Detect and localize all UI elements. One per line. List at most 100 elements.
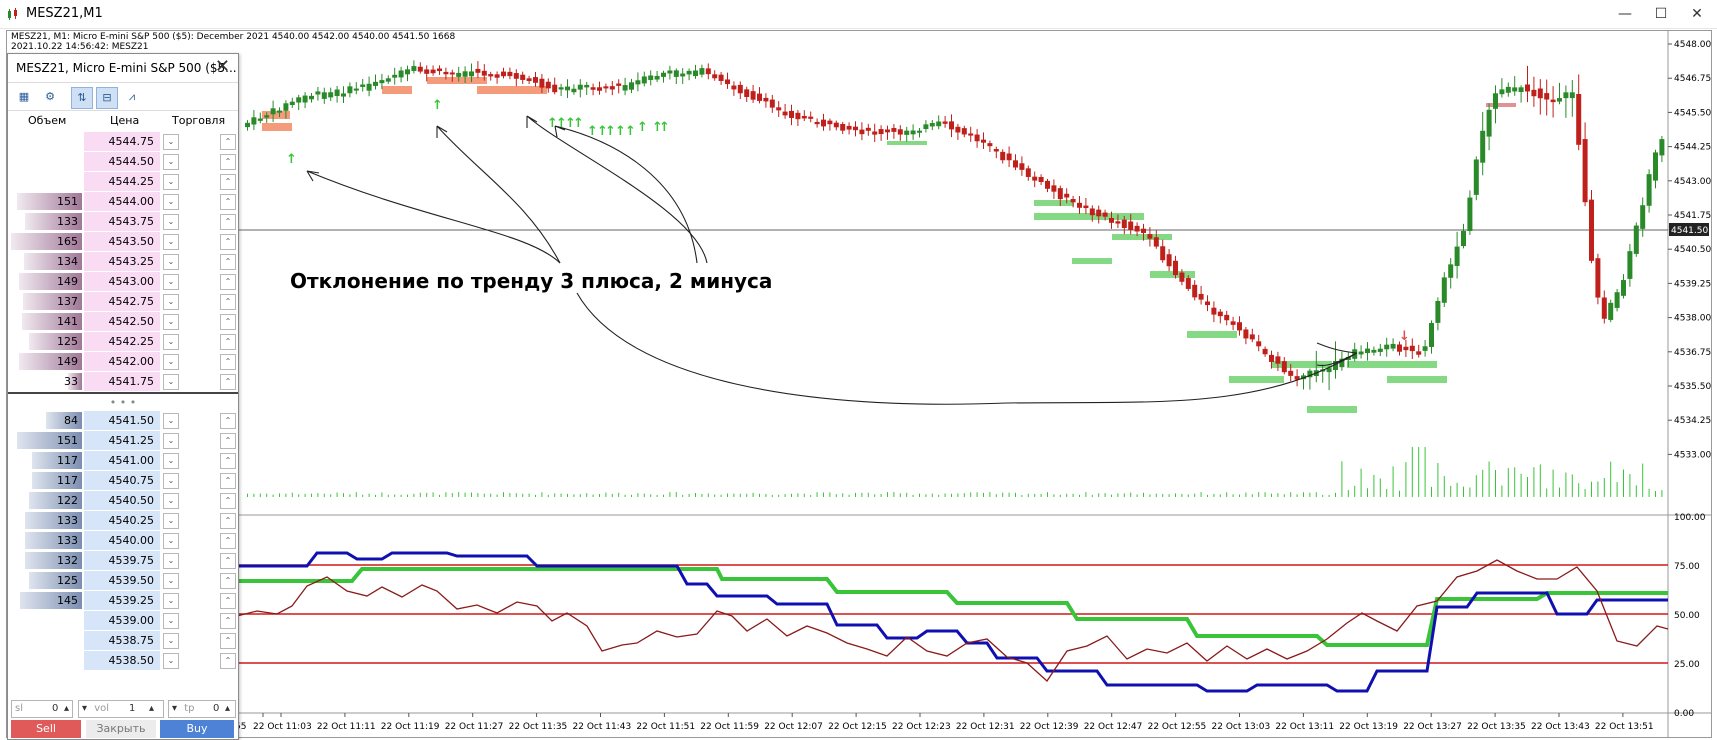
chart-area[interactable]: MESZ21, M1: Micro E-mini S&P 500 ($5): D…	[6, 30, 1712, 738]
dom-row[interactable]: 133 4540.25 ⌄ ⌃	[8, 511, 238, 531]
chevron-up-icon[interactable]: ⌃	[220, 354, 236, 370]
fixed-layout-icon[interactable]: ⊟	[96, 87, 118, 109]
sl-field[interactable]: sl 0 ▴	[11, 700, 73, 718]
chevron-down-icon[interactable]: ⌄	[163, 234, 179, 250]
chevron-down-icon[interactable]: ⌄	[163, 154, 179, 170]
price-chart[interactable]: 4541.50 4548.00 4546.75 4545.50 4544.25 4543…	[7, 31, 1711, 737]
chevron-up-icon[interactable]: ⌃	[220, 573, 236, 589]
dom-row[interactable]: 117 4541.00 ⌄ ⌃	[8, 451, 238, 471]
chevron-down-icon[interactable]: ⌄	[163, 493, 179, 509]
chevron-up-icon[interactable]: ⌃	[220, 154, 236, 170]
scroll-center-icon[interactable]: ⇅	[71, 87, 93, 109]
sell-button[interactable]: Sell	[11, 720, 81, 738]
chevron-down-icon[interactable]: ⌄	[163, 633, 179, 649]
chevron-up-icon[interactable]: ⌃	[220, 513, 236, 529]
dom-row[interactable]: 133 4543.75 ⌄ ⌃	[8, 212, 238, 232]
dom-row[interactable]: 151 4541.25 ⌄ ⌃	[8, 431, 238, 451]
dom-row[interactable]: 4544.25 ⌄ ⌃	[8, 172, 238, 192]
dom-row[interactable]: 117 4540.75 ⌄ ⌃	[8, 471, 238, 491]
chevron-down-icon[interactable]: ⌄	[163, 294, 179, 310]
chevron-up-icon[interactable]: ⌃	[220, 134, 236, 150]
dom-row[interactable]: 137 4542.75 ⌄ ⌃	[8, 292, 238, 312]
chevron-down-icon[interactable]: ⌄	[163, 194, 179, 210]
depth-of-market-panel[interactable]: MESZ21, Micro E-mini S&P 500 ($5... ✕ ▦ …	[7, 53, 239, 740]
zone-box	[427, 77, 487, 84]
chevron-down-icon[interactable]: ⌄	[163, 533, 179, 549]
chevron-up-icon[interactable]: ⌃	[220, 433, 236, 449]
minimize-button[interactable]: —	[1618, 6, 1632, 22]
chevron-down-icon[interactable]: ⌄	[163, 573, 179, 589]
chevron-down-icon[interactable]: ⌄	[163, 553, 179, 569]
dom-row[interactable]: 84 4541.50 ⌄ ⌃	[8, 411, 238, 431]
chevron-down-icon[interactable]: ⌄	[163, 254, 179, 270]
dom-row[interactable]: 4544.50 ⌄ ⌃	[8, 152, 238, 172]
dom-close-icon[interactable]: ✕	[214, 56, 230, 77]
buy-button[interactable]: Buy	[160, 720, 234, 738]
chart-view-icon[interactable]: ▦	[18, 90, 30, 103]
dom-row[interactable]: 141 4542.50 ⌄ ⌃	[8, 312, 238, 332]
dom-row[interactable]: 133 4540.00 ⌄ ⌃	[8, 531, 238, 551]
chevron-down-icon[interactable]: ⌄	[163, 134, 179, 150]
volume-field[interactable]: ▾ vol 1 ▴	[78, 700, 164, 718]
chevron-down-icon[interactable]: ⌄	[163, 214, 179, 230]
trade-settings-icon[interactable]: ⚙	[45, 90, 55, 103]
dom-row[interactable]: 151 4544.00 ⌄ ⌃	[8, 192, 238, 212]
volume-chart-icon[interactable]: ⩘	[128, 90, 136, 103]
chevron-down-icon[interactable]: ⌄	[163, 653, 179, 669]
chevron-down-icon[interactable]: ⌄	[163, 413, 179, 429]
time-axis-label: 22 Oct 13:35	[1467, 722, 1526, 732]
indicator-red-line	[236, 559, 1669, 682]
dom-row[interactable]: 134 4543.25 ⌄ ⌃	[8, 252, 238, 272]
chevron-up-icon[interactable]: ⌃	[220, 374, 236, 390]
dom-row[interactable]: 132 4539.75 ⌄ ⌃	[8, 551, 238, 571]
dom-row[interactable]: 33 4541.75 ⌄ ⌃	[8, 372, 238, 392]
chevron-up-icon[interactable]: ⌃	[220, 553, 236, 569]
chevron-up-icon[interactable]: ⌃	[220, 533, 236, 549]
dom-row[interactable]: 149 4542.00 ⌄ ⌃	[8, 352, 238, 372]
chevron-up-icon[interactable]: ⌃	[220, 314, 236, 330]
chevron-up-icon[interactable]: ⌃	[220, 453, 236, 469]
dom-row[interactable]: 4538.75 ⌄ ⌃	[8, 631, 238, 651]
chevron-up-icon[interactable]: ⌃	[220, 493, 236, 509]
chevron-down-icon[interactable]: ⌄	[163, 274, 179, 290]
chevron-up-icon[interactable]: ⌃	[220, 294, 236, 310]
dom-row[interactable]: 4538.50 ⌄ ⌃	[8, 651, 238, 671]
chevron-up-icon[interactable]: ⌃	[220, 234, 236, 250]
dom-row[interactable]: 149 4543.00 ⌄ ⌃	[8, 272, 238, 292]
chevron-down-icon[interactable]: ⌄	[163, 453, 179, 469]
dom-row[interactable]: 165 4543.50 ⌄ ⌃	[8, 232, 238, 252]
chevron-down-icon[interactable]: ⌄	[163, 374, 179, 390]
tp-field[interactable]: ▾ tp 0 ▴	[168, 700, 236, 718]
dom-row[interactable]: 125 4539.50 ⌄ ⌃	[8, 571, 238, 591]
chevron-down-icon[interactable]: ⌄	[163, 334, 179, 350]
close-position-button[interactable]: Закрыть	[86, 720, 156, 738]
close-window-button[interactable]: ✕	[1691, 6, 1703, 22]
chevron-down-icon[interactable]: ⌄	[163, 473, 179, 489]
chevron-down-icon[interactable]: ⌄	[163, 613, 179, 629]
dom-row[interactable]: 125 4542.25 ⌄ ⌃	[8, 332, 238, 352]
chevron-down-icon[interactable]: ⌄	[163, 593, 179, 609]
chevron-down-icon[interactable]: ⌄	[163, 174, 179, 190]
chevron-down-icon[interactable]: ⌄	[163, 354, 179, 370]
chevron-up-icon[interactable]: ⌃	[220, 194, 236, 210]
chevron-up-icon[interactable]: ⌃	[220, 653, 236, 669]
chevron-down-icon[interactable]: ⌄	[163, 433, 179, 449]
chevron-up-icon[interactable]: ⌃	[220, 613, 236, 629]
dom-row[interactable]: 122 4540.50 ⌄ ⌃	[8, 491, 238, 511]
chevron-up-icon[interactable]: ⌃	[220, 593, 236, 609]
chevron-up-icon[interactable]: ⌃	[220, 174, 236, 190]
chevron-up-icon[interactable]: ⌃	[220, 214, 236, 230]
candle-body	[1371, 349, 1377, 353]
chevron-down-icon[interactable]: ⌄	[163, 314, 179, 330]
maximize-button[interactable]: ☐	[1654, 6, 1668, 22]
chevron-up-icon[interactable]: ⌃	[220, 413, 236, 429]
chevron-up-icon[interactable]: ⌃	[220, 254, 236, 270]
dom-row[interactable]: 145 4539.25 ⌄ ⌃	[8, 591, 238, 611]
chevron-up-icon[interactable]: ⌃	[220, 473, 236, 489]
chevron-up-icon[interactable]: ⌃	[220, 633, 236, 649]
chevron-up-icon[interactable]: ⌃	[220, 334, 236, 350]
dom-row[interactable]: 4539.00 ⌄ ⌃	[8, 611, 238, 631]
dom-row[interactable]: 4544.75 ⌄ ⌃	[8, 132, 238, 152]
chevron-up-icon[interactable]: ⌃	[220, 274, 236, 290]
chevron-down-icon[interactable]: ⌄	[163, 513, 179, 529]
